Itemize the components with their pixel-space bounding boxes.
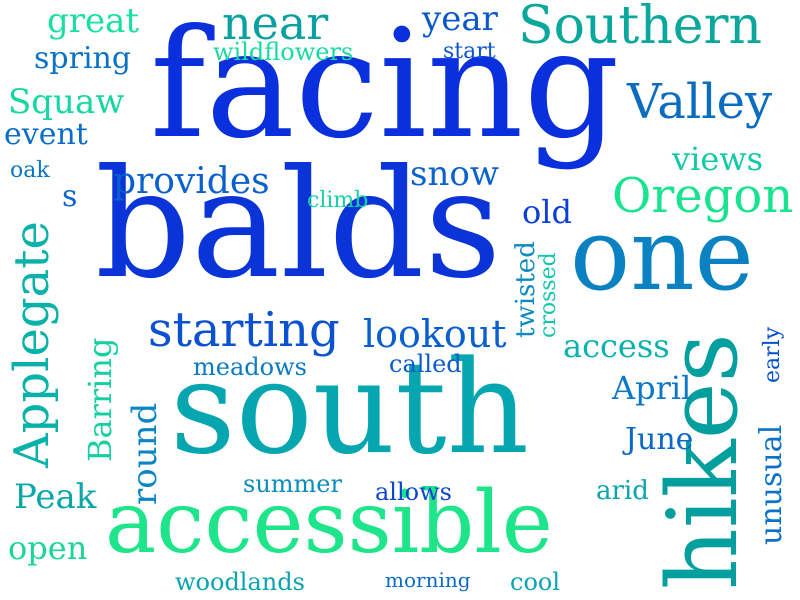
word-facing: facing: [150, 0, 620, 172]
word-provides: provides: [113, 161, 270, 202]
word-event: event: [4, 117, 88, 152]
word-valley: Valley: [627, 74, 773, 130]
word-wildflowers: wildflowers: [213, 38, 354, 66]
word-summer: summer: [243, 470, 342, 498]
word-snow: snow: [410, 154, 499, 194]
word-april: April: [612, 369, 692, 407]
word-old: old: [522, 193, 572, 231]
word-applegate: Applegate: [4, 221, 60, 468]
word-lookout: lookout: [363, 312, 507, 356]
word-southern: Southern: [518, 0, 762, 56]
word-great: great: [47, 1, 140, 41]
word-woodlands: woodlands: [175, 568, 305, 596]
word-early: early: [760, 326, 785, 383]
word-oak: oak: [10, 158, 50, 183]
word-unusual: unusual: [754, 424, 789, 545]
word-cool: cool: [510, 568, 561, 596]
word-starting: starting: [148, 302, 340, 358]
word-called: called: [389, 350, 462, 378]
word-access: access: [563, 327, 670, 365]
word-barring: Barring: [81, 337, 119, 462]
word-climb: climb: [307, 188, 369, 213]
word-squaw: Squaw: [8, 82, 125, 122]
word-s: s: [62, 179, 78, 214]
word-peak: Peak: [14, 477, 97, 517]
word-allows: allows: [375, 478, 452, 506]
word-open: open: [8, 529, 88, 567]
word-year: year: [422, 0, 498, 39]
word-arid: arid: [596, 476, 649, 506]
word-oregon: Oregon: [612, 168, 794, 224]
word-june: June: [625, 422, 694, 457]
word-views: views: [672, 140, 764, 178]
word-morning: morning: [385, 568, 471, 592]
word-spring: spring: [34, 41, 132, 76]
word-near: near: [222, 0, 329, 50]
word-round: round: [125, 402, 165, 505]
word-south: south: [170, 334, 530, 483]
word-balds: balds: [95, 138, 502, 312]
word-crossed: crossed: [536, 252, 561, 338]
word-accessible: accessible: [105, 473, 553, 573]
word-start: start: [443, 39, 496, 64]
word-one: one: [570, 196, 754, 313]
word-meadows: meadows: [193, 353, 307, 381]
